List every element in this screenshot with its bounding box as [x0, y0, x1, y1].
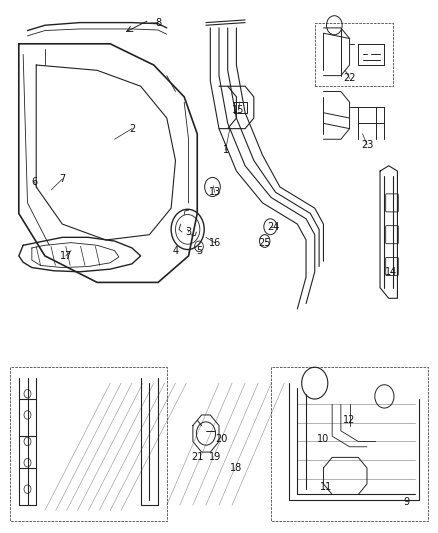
- Text: 4: 4: [173, 246, 179, 256]
- Text: 11: 11: [319, 481, 332, 491]
- Text: 8: 8: [155, 18, 161, 28]
- Text: 18: 18: [230, 463, 243, 473]
- Text: 19: 19: [208, 453, 221, 463]
- Text: 5: 5: [196, 246, 202, 256]
- Text: 21: 21: [191, 453, 203, 463]
- Text: 3: 3: [185, 227, 191, 237]
- Text: 24: 24: [267, 222, 279, 232]
- Text: 1: 1: [223, 145, 229, 155]
- Text: 12: 12: [343, 415, 356, 425]
- Text: 6: 6: [31, 176, 37, 187]
- Text: 16: 16: [208, 238, 221, 248]
- Text: 15: 15: [233, 105, 245, 115]
- Text: 20: 20: [215, 434, 227, 444]
- Text: 14: 14: [385, 267, 397, 277]
- Text: 22: 22: [343, 73, 356, 83]
- Text: 7: 7: [59, 174, 65, 184]
- Text: 2: 2: [129, 124, 135, 134]
- Text: 23: 23: [361, 140, 373, 150]
- Text: 13: 13: [208, 187, 221, 197]
- Text: 9: 9: [403, 497, 409, 507]
- Text: 25: 25: [258, 238, 271, 248]
- Text: 17: 17: [60, 251, 72, 261]
- Text: 10: 10: [317, 434, 329, 444]
